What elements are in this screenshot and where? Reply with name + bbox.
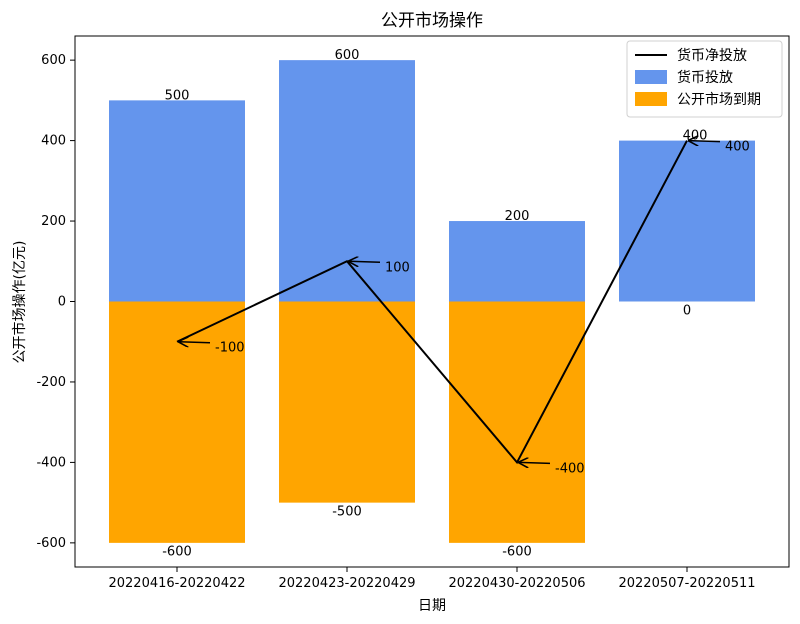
bar-inflow-2 xyxy=(449,221,585,302)
x-tick-label: 20220416-20220422 xyxy=(108,576,245,591)
legend-bar-swatch xyxy=(635,92,667,106)
bar-inflow-3 xyxy=(619,140,755,302)
x-tick-label: 20220507-20220511 xyxy=(618,576,755,591)
y-tick-label: -400 xyxy=(36,455,66,470)
bar-value-label: 200 xyxy=(505,209,530,224)
y-tick-label: 0 xyxy=(58,295,66,310)
net-inflow-line xyxy=(176,140,688,465)
bar-maturity-1 xyxy=(279,301,415,503)
net-value-label: -400 xyxy=(555,461,585,476)
chart-title: 公开市场操作 xyxy=(381,11,483,31)
y-axis-label: 公开市场操作(亿元) xyxy=(11,241,28,364)
legend-entry-label: 公开市场到期 xyxy=(677,91,761,108)
legend-entry-label: 货币投放 xyxy=(677,69,733,86)
y-tick-label: -200 xyxy=(36,375,66,390)
annotation-arrow xyxy=(349,261,381,262)
annotation-arrow xyxy=(689,141,721,142)
net-value-label: 400 xyxy=(725,140,750,155)
y-tick-label: 400 xyxy=(41,134,66,149)
bar-value-label: 600 xyxy=(335,48,360,63)
x-axis-label: 日期 xyxy=(418,598,446,614)
bar-value-label: -600 xyxy=(162,545,192,560)
legend-entry-label: 货币净投放 xyxy=(677,47,747,64)
bar-maturity-0 xyxy=(109,301,245,543)
x-tick-label: 20220423-20220429 xyxy=(278,576,415,591)
annotation-arrow xyxy=(519,462,551,463)
bar-value-label: -500 xyxy=(332,504,362,519)
net-value-label: -100 xyxy=(215,341,245,356)
legend-bar-swatch xyxy=(635,70,667,84)
bar-value-label: 500 xyxy=(165,88,190,103)
y-tick-label: 200 xyxy=(41,214,66,229)
bar-value-label: -600 xyxy=(502,545,532,560)
plot-area: 500 600 200 400 -600 -500 -600 0 -600 -400 -200 0 20… xyxy=(36,35,790,591)
y-tick-label: -600 xyxy=(36,536,66,551)
x-tick-label: 20220430-20220506 xyxy=(448,576,585,591)
bar-value-label: 0 xyxy=(683,303,691,318)
annotation-arrow xyxy=(179,342,211,343)
bar-maturity-2 xyxy=(449,301,585,543)
net-value-label: 100 xyxy=(385,260,410,275)
y-tick-label: 600 xyxy=(41,53,66,68)
bar-inflow-0 xyxy=(109,100,245,302)
